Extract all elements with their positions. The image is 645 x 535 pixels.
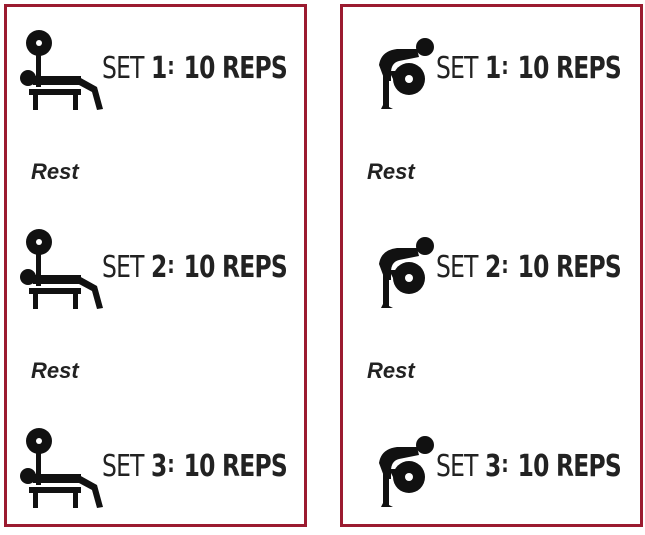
set-row-1: SET 1: 10 REPS — [343, 21, 640, 111]
bench-press-panel: SET 1: 10 REPS Rest SET 2: 10 REPS Rest — [4, 4, 307, 527]
set-number: 1 — [150, 51, 167, 86]
set-number: 2 — [150, 250, 167, 285]
squat-panel: SET 1: 10 REPS Rest SET 2: 10 REPS Rest — [340, 4, 643, 527]
set-row-1: SET 1: 10 REPS — [7, 21, 304, 111]
set-number: 1 — [484, 51, 501, 86]
bench-press-icon — [20, 229, 103, 309]
set-number: 3 — [484, 449, 501, 484]
set-row-3: SET 3: 10 REPS — [7, 419, 304, 509]
reps-label: 10 REPS — [517, 51, 622, 86]
set-label: SET — [102, 51, 144, 86]
set-row-3: SET 3: 10 REPS — [343, 419, 640, 509]
set-label: SET — [102, 250, 144, 285]
bench-press-icon — [20, 428, 103, 508]
set-row-2: SET 2: 10 REPS — [7, 220, 304, 310]
rest-label-1: Rest — [31, 159, 79, 184]
bench-press-icon — [20, 30, 103, 110]
set-label: SET — [436, 250, 478, 285]
squat-icon — [379, 436, 434, 507]
rest-label-2: Rest — [367, 358, 415, 383]
reps-label: 10 REPS — [517, 449, 622, 484]
squat-icon — [379, 38, 434, 109]
set-label: SET — [102, 449, 144, 484]
reps-label: 10 REPS — [183, 250, 288, 285]
rest-label-1: Rest — [367, 159, 415, 184]
set-number: 3 — [150, 449, 167, 484]
reps-label: 10 REPS — [183, 449, 288, 484]
set-label: SET — [436, 449, 478, 484]
set-number: 2 — [484, 250, 501, 285]
rest-label-2: Rest — [31, 358, 79, 383]
set-row-2: SET 2: 10 REPS — [343, 220, 640, 310]
squat-icon — [379, 237, 434, 308]
reps-label: 10 REPS — [183, 51, 288, 86]
set-label: SET — [436, 51, 478, 86]
reps-label: 10 REPS — [517, 250, 622, 285]
